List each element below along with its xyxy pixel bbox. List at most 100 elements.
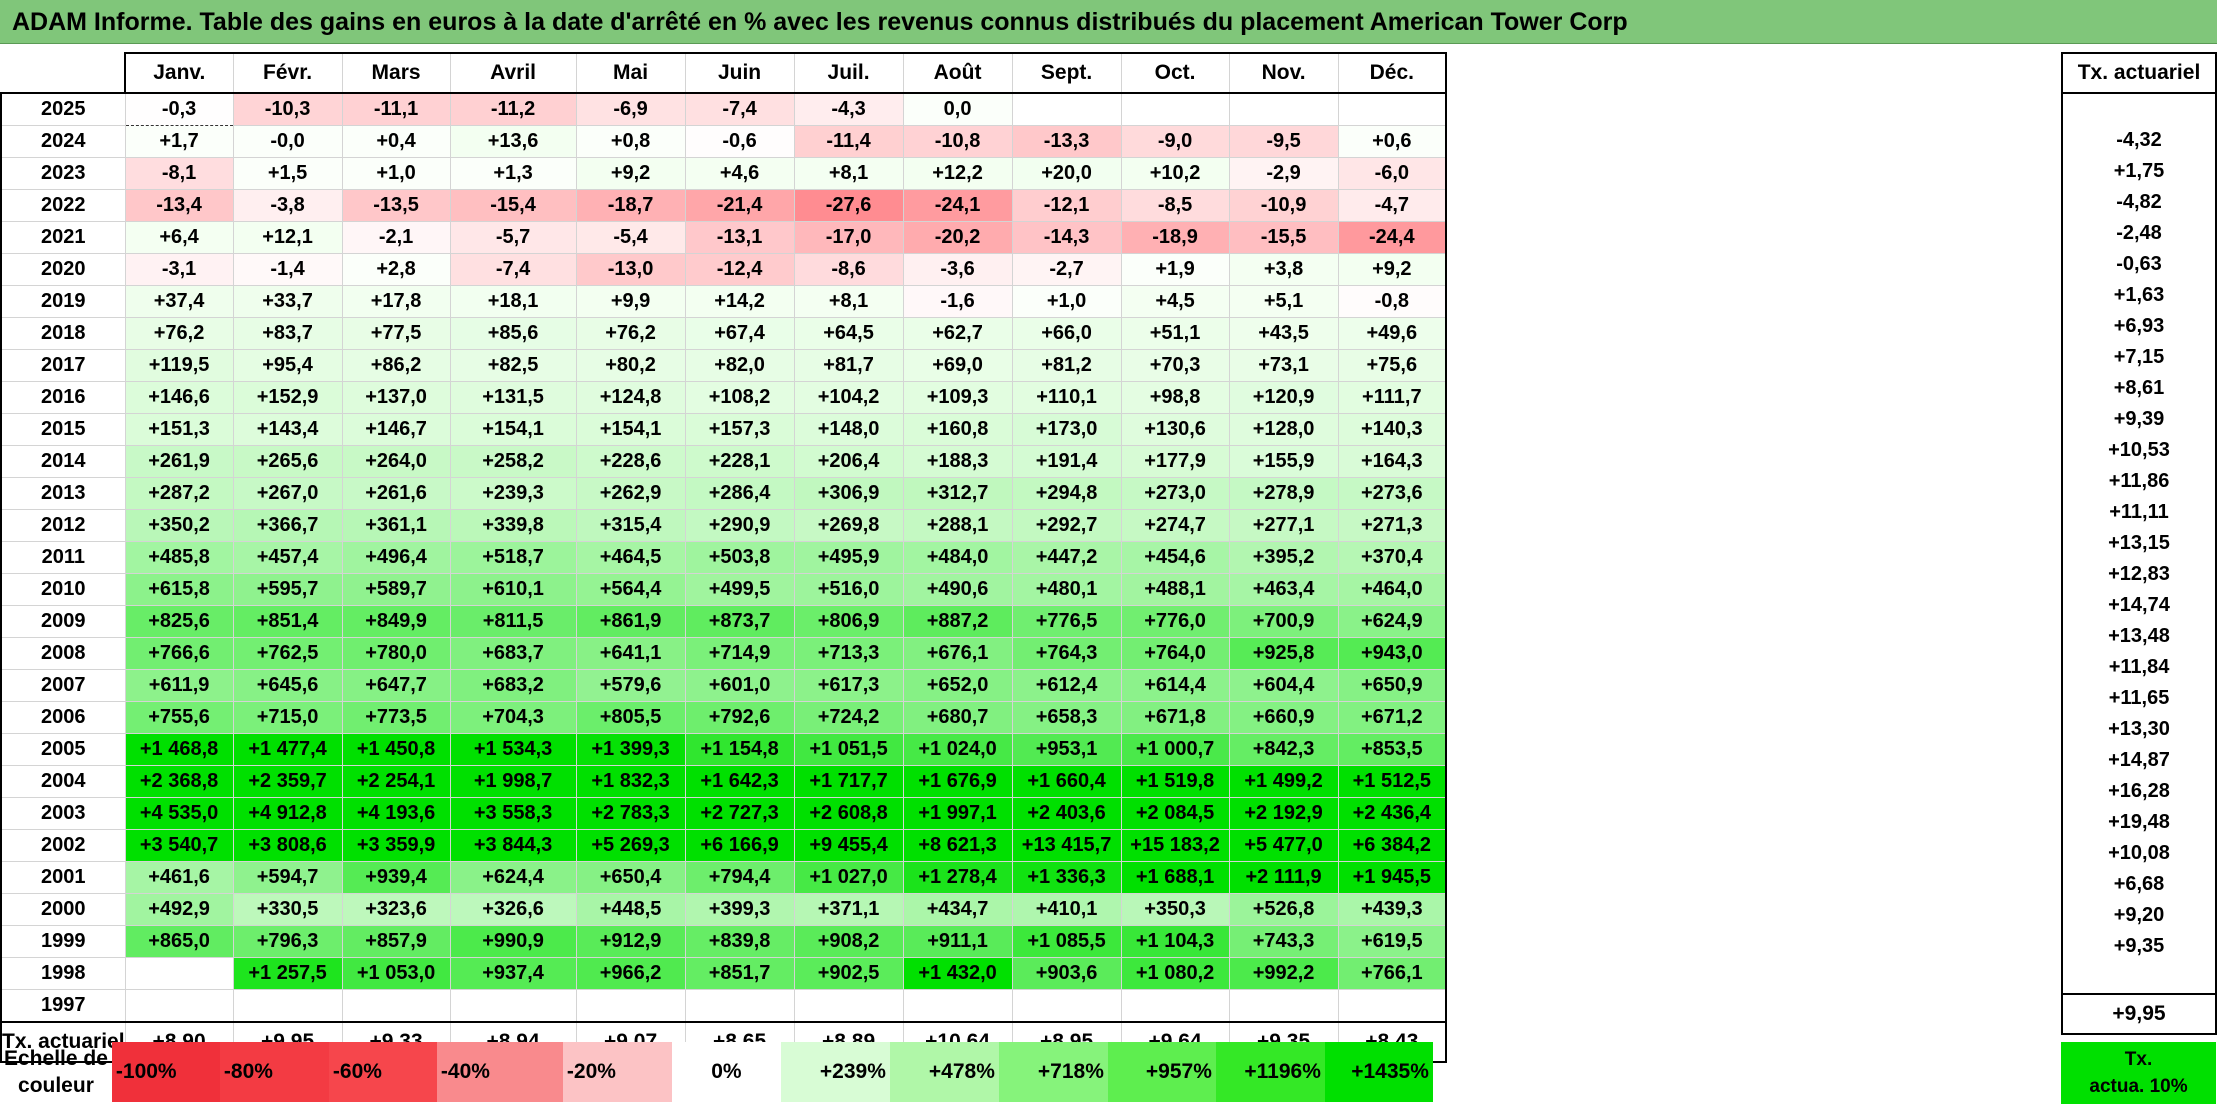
year-label: 2012 — [0, 509, 126, 542]
gain-cell: +339,8 — [449, 509, 577, 542]
legend-swatch: -80% — [219, 1042, 329, 1102]
table-row: 2025 -0,3 -10,3 -11,1 -11,2 -6,9 -7,4 -4,3 0,0 — [0, 92, 1448, 126]
gain-cell: +5,1 — [1228, 285, 1339, 318]
gain-cell: -2,1 — [341, 221, 451, 254]
gain-cell: +271,3 — [1337, 509, 1448, 542]
month-header: Juin — [684, 52, 795, 94]
table-row: 2013 +287,2 +267,0 +261,6 +239,3 +262,9 +286,4… — [0, 477, 1448, 510]
gain-cell: +274,7 — [1120, 509, 1230, 542]
gain-cell: +2 727,3 — [684, 797, 795, 830]
gain-cell: +146,7 — [341, 413, 451, 446]
gain-cell: +1 027,0 — [793, 861, 904, 894]
gain-cell: -8,5 — [1120, 189, 1230, 222]
table-row: 2011 +485,8 +457,4 +496,4 +518,7 +464,5 +503,8… — [0, 541, 1448, 574]
gain-cell: +8,1 — [793, 285, 904, 318]
gain-cell: -12,1 — [1011, 189, 1122, 222]
gain-cell: +953,1 — [1011, 733, 1122, 766]
table-row: 2022 -13,4 -3,8 -13,5 -15,4 -18,7 -21,4 -27,6 -2… — [0, 189, 1448, 222]
year-label: 2016 — [0, 381, 126, 414]
legend-swatch: +718% — [998, 1042, 1108, 1102]
gain-cell: +652,0 — [902, 669, 1013, 702]
gain-cell: +485,8 — [124, 541, 234, 574]
gain-cell: -18,9 — [1120, 221, 1230, 254]
gain-cell: +188,3 — [902, 445, 1013, 478]
gain-cell: +395,2 — [1228, 541, 1339, 574]
gain-cell: +1,5 — [232, 157, 343, 190]
gain-cell: +764,3 — [1011, 637, 1122, 670]
table-row: 2010 +615,8 +595,7 +589,7 +610,1 +564,4 +499,5… — [0, 573, 1448, 606]
gain-cell: +330,5 — [232, 893, 343, 926]
gain-cell: +120,9 — [1228, 381, 1339, 414]
gain-cell — [124, 989, 234, 1023]
gain-cell: +261,6 — [341, 477, 451, 510]
gain-cell: +1 104,3 — [1120, 925, 1230, 958]
gain-cell: +4 912,8 — [232, 797, 343, 830]
gain-cell: +399,3 — [684, 893, 795, 926]
year-label: 2011 — [0, 541, 126, 574]
month-header: Déc. — [1337, 52, 1448, 94]
gain-cell: +258,2 — [449, 445, 577, 478]
gain-cell: +1 997,1 — [902, 797, 1013, 830]
legend-swatch: +478% — [889, 1042, 999, 1102]
table-row: 1998 +1 257,5 +1 053,0 +937,4 +966,2 +851,7 +9… — [0, 957, 1448, 990]
gain-cell: +1,3 — [449, 157, 577, 190]
gain-cell: +839,8 — [684, 925, 795, 958]
gain-cell: +2 608,8 — [793, 797, 904, 830]
gain-cell: +683,7 — [449, 637, 577, 670]
gain-cell: +14,2 — [684, 285, 795, 318]
gain-cell: +650,9 — [1337, 669, 1448, 702]
gain-cell: +990,9 — [449, 925, 577, 958]
gain-cell: +853,5 — [1337, 733, 1448, 766]
year-label: 2013 — [0, 477, 126, 510]
gain-cell: +9,2 — [575, 157, 686, 190]
footer-tx-total: +9,95 — [2061, 993, 2217, 1035]
gain-cell: +157,3 — [684, 413, 795, 446]
report-title: ADAM Informe. Table des gains en euros à… — [0, 0, 2217, 44]
legend-swatch: -60% — [328, 1042, 437, 1102]
month-header: Août — [902, 52, 1013, 94]
table-row: 2002 +3 540,7 +3 808,6 +3 359,9 +3 844,3 +5 2… — [0, 829, 1448, 862]
gain-cell: +2 783,3 — [575, 797, 686, 830]
gain-cell: +1 945,5 — [1337, 861, 1448, 894]
gain-cell: +0,4 — [341, 125, 451, 158]
gain-cell: +2 368,8 — [124, 765, 234, 798]
legend-tx-line2: actua. 10% — [2089, 1076, 2188, 1097]
gain-cell: +5 269,3 — [575, 829, 686, 862]
gain-cell — [1337, 93, 1448, 126]
gain-cell: +361,1 — [341, 509, 451, 542]
tx-actuariel-cell: +9,20 — [2061, 900, 2217, 931]
table-row: 2004 +2 368,8 +2 359,7 +2 254,1 +1 998,7 +1 8… — [0, 765, 1448, 798]
year-label: 2000 — [0, 893, 126, 926]
gain-cell: +137,0 — [341, 381, 451, 414]
tx-actuariel-cell: +11,11 — [2061, 497, 2217, 528]
year-label: 2010 — [0, 573, 126, 606]
gain-cell: +671,8 — [1120, 701, 1230, 734]
gain-cell: +645,6 — [232, 669, 343, 702]
gain-cell — [1228, 989, 1339, 1023]
gain-cell: +518,7 — [449, 541, 577, 574]
gain-cell: +154,1 — [575, 413, 686, 446]
year-label: 2017 — [0, 349, 126, 382]
gain-cell: +70,3 — [1120, 349, 1230, 382]
gain-cell: +861,9 — [575, 605, 686, 638]
gain-cell: -6,9 — [575, 93, 686, 126]
tx-actuariel-cell — [2061, 93, 2217, 125]
legend-swatch: -40% — [436, 1042, 563, 1102]
gain-cell: +1 432,0 — [902, 957, 1013, 990]
gain-cell: +610,1 — [449, 573, 577, 606]
gain-cell: -13,4 — [124, 189, 234, 222]
table-row: 2007 +611,9 +645,6 +647,7 +683,2 +579,6 +601,0… — [0, 669, 1448, 702]
gain-cell: +1 154,8 — [684, 733, 795, 766]
gain-cell: +496,4 — [341, 541, 451, 574]
gain-cell: +3,8 — [1228, 253, 1339, 286]
gain-cell: +8,1 — [793, 157, 904, 190]
gain-cell: +69,0 — [902, 349, 1013, 382]
gain-cell: +762,5 — [232, 637, 343, 670]
gain-cell: +908,2 — [793, 925, 904, 958]
gain-cell: +464,0 — [1337, 573, 1448, 606]
gain-cell: +1 336,3 — [1011, 861, 1122, 894]
gain-cell: -3,8 — [232, 189, 343, 222]
gain-cell: +773,5 — [341, 701, 451, 734]
gain-cell — [341, 989, 451, 1023]
tx-actuariel-column: Tx. actuariel -4,32 +1,75 -4,82 -2,48 -0,63 +… — [2061, 52, 2217, 1035]
